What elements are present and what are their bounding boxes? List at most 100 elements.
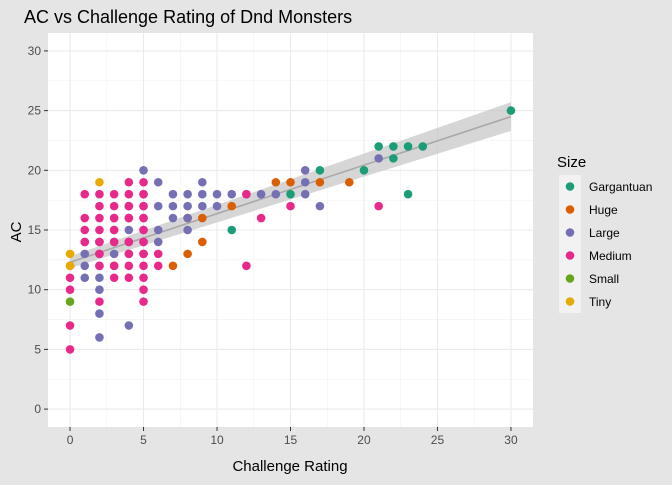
data-point-gargantuan [403,142,413,151]
data-point-large [183,213,192,223]
data-point-medium [124,237,134,247]
legend-key-large [565,228,575,237]
y-tick-label: 25 [28,104,42,118]
data-point-medium [242,261,251,271]
data-point-huge [315,177,325,187]
data-point-medium [139,177,148,187]
data-point-gargantuan [389,154,398,163]
data-point-large [183,189,192,199]
legend: Size Gargantuan Huge Large Medium Small Tiny [557,154,652,313]
data-point-gargantuan [359,166,369,175]
data-point-huge [227,201,237,211]
data-point-large [168,201,178,211]
data-point-large [124,225,134,235]
data-point-large [153,237,163,247]
data-point-medium [65,321,75,330]
data-point-huge [168,261,178,271]
data-point-large [95,333,104,342]
data-point-medium [95,297,104,306]
data-point-medium [139,273,148,283]
data-point-huge [198,213,207,223]
data-point-tiny [95,177,104,187]
data-point-gargantuan [418,142,428,151]
data-point-medium [65,285,75,294]
legend-label-medium: Medium [589,249,632,263]
data-point-medium [374,201,383,211]
data-point-medium [139,297,148,306]
data-point-medium [124,201,134,211]
x-axis-label: Challenge Rating [232,458,347,475]
data-point-large [95,309,104,318]
y-tick-label: 15 [28,223,42,237]
points-layer [65,106,516,354]
data-point-medium [80,213,90,223]
data-point-medium [80,237,90,247]
data-point-large [271,189,281,199]
data-point-small [65,297,75,306]
data-point-large [80,273,90,283]
x-tick-label: 30 [504,433,518,447]
data-point-large [300,166,310,175]
data-point-medium [139,189,148,199]
data-point-large [80,249,90,259]
data-point-large [315,201,325,211]
data-point-large [153,201,163,211]
data-point-large [183,201,192,211]
data-point-medium [124,177,134,187]
data-point-huge [183,249,192,259]
y-tick-label: 5 [34,342,41,356]
data-point-large [198,201,207,211]
data-point-gargantuan [315,166,325,175]
data-point-medium [109,237,119,247]
legend-label-small: Small [589,272,619,286]
legend-label-large: Large [589,226,620,240]
x-tick-label: 10 [210,433,224,447]
data-point-medium [109,189,119,199]
data-point-large [256,189,266,199]
data-point-large [168,189,178,199]
data-point-medium [95,225,104,235]
y-tick-label: 0 [34,402,41,416]
data-point-medium [139,201,148,211]
data-point-large [212,189,222,199]
data-point-large [374,154,383,163]
data-point-gargantuan [389,142,398,151]
data-point-gargantuan [286,189,295,199]
legend-key-medium [565,251,575,260]
data-point-gargantuan [374,142,383,151]
data-point-medium [65,345,75,354]
data-point-medium [124,261,134,271]
chart-title: AC vs Challenge Rating of Dnd Monsters [24,7,352,27]
data-point-tiny [65,261,75,271]
data-point-huge [271,177,281,187]
data-point-medium [139,225,148,235]
data-point-large [227,189,237,199]
data-point-medium [95,261,104,271]
data-point-gargantuan [227,225,237,235]
data-point-large [300,189,310,199]
data-point-huge [344,177,354,187]
data-point-medium [124,273,134,283]
data-point-medium [109,201,119,211]
data-point-medium [95,237,104,247]
x-tick-label: 20 [357,433,371,447]
data-point-medium [109,273,119,283]
data-point-medium [80,225,90,235]
data-point-large [139,166,148,175]
data-point-medium [256,213,266,223]
x-tick-label: 25 [431,433,445,447]
data-point-large [183,225,192,235]
y-axis-label: AC [8,221,25,242]
legend-key-huge [565,205,575,214]
data-point-medium [124,249,134,259]
legend-key-tiny [565,297,575,306]
data-point-medium [95,201,104,211]
data-point-medium [109,225,119,235]
data-point-tiny [65,249,75,259]
x-tick-label: 0 [67,433,74,447]
data-point-large [153,177,163,187]
data-point-medium [109,213,119,223]
x-tick-label: 15 [284,433,298,447]
